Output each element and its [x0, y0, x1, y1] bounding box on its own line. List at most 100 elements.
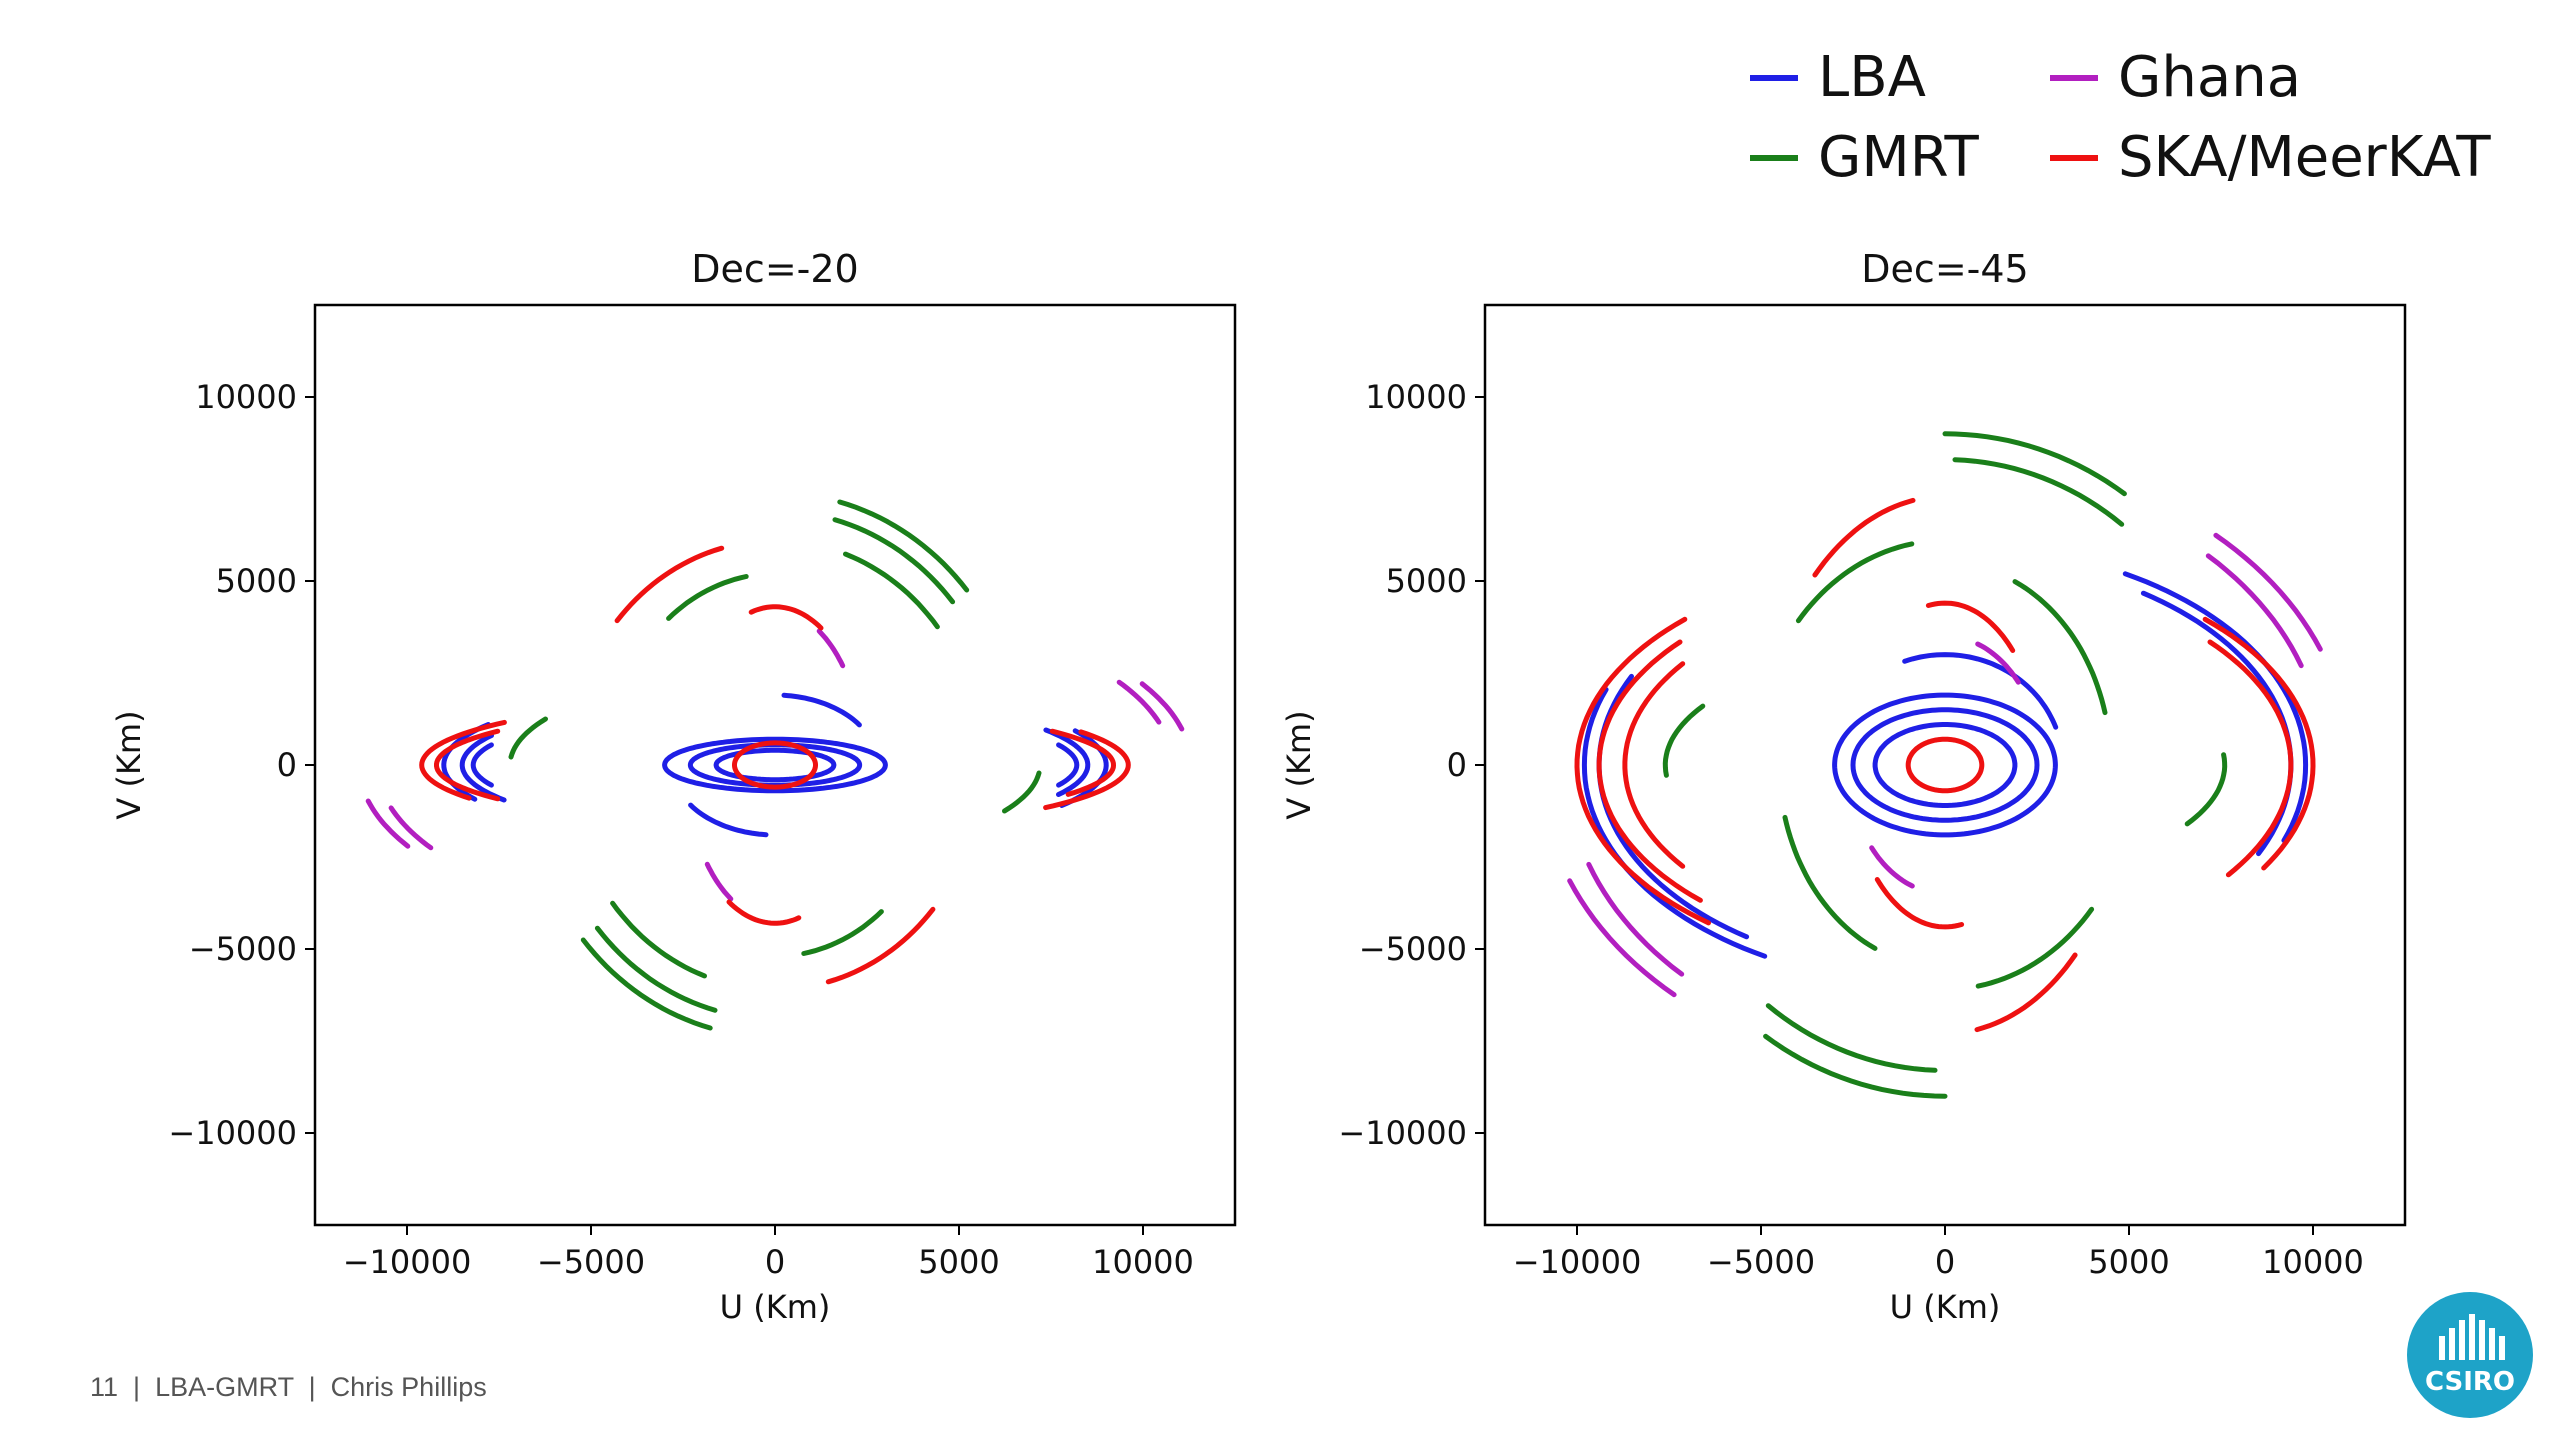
x-tick-label: 5000 — [2088, 1243, 2169, 1281]
plot-title: Dec=-20 — [691, 247, 858, 291]
y-tick-label: 0 — [1447, 746, 1467, 784]
uv-track-lba — [688, 802, 769, 838]
uv-track-skameerkat — [2202, 616, 2316, 871]
legend-label-ghana: Ghana — [2118, 45, 2302, 110]
uv-track-lba — [662, 736, 888, 794]
uv-plot-dec-45: Dec=-45 −10000 −5000 0 5000 10000 −10000 −5000 0… — [1280, 247, 2407, 1326]
legend-swatch-ska — [2050, 154, 2098, 161]
uv-track-ghana — [1869, 845, 1915, 889]
uv-track-gmrt — [1662, 703, 1706, 778]
uv-track-gmrt — [843, 551, 940, 630]
x-axis-label: U (Km) — [1890, 1288, 2001, 1326]
uv-track-skameerkat — [1874, 877, 1965, 930]
x-tick-label: 10000 — [2262, 1243, 2364, 1281]
uv-track-gmrt — [1942, 431, 2127, 497]
uv-track-ghana — [1139, 681, 1185, 732]
y-axis-label: V (Km) — [1280, 710, 1318, 819]
uv-track-skameerkat — [419, 719, 507, 801]
legend-swatch-gmrt — [1750, 154, 1798, 161]
x-tick-label: −5000 — [537, 1243, 645, 1281]
uv-track-skameerkat — [1974, 952, 2078, 1033]
uv-track-ghana — [1586, 861, 1685, 977]
uv-track-gmrt — [508, 716, 548, 760]
x-tick-label: 5000 — [918, 1243, 999, 1281]
uv-track-skameerkat — [434, 728, 501, 802]
y-tick-label: 10000 — [195, 378, 297, 416]
y-tick-label: −10000 — [1338, 1114, 1467, 1152]
uv-track-lba — [1596, 673, 1750, 940]
legend: LBA GMRT Ghana SKA/MeerKAT — [1750, 45, 2530, 195]
uv-track-ghana — [388, 805, 434, 851]
legend-item-ghana: Ghana — [2050, 45, 2301, 110]
tracks — [1567, 431, 2323, 1099]
uv-track-gmrt — [1975, 906, 2095, 989]
legend-item-lba: LBA — [1750, 45, 1926, 110]
uv-track-gmrt — [2184, 752, 2228, 827]
uv-track-gmrt — [610, 900, 707, 979]
csiro-logo-text: CSIRO — [2425, 1367, 2515, 1397]
uv-track-gmrt — [1952, 457, 2125, 527]
uv-track-skameerkat — [825, 906, 936, 985]
plot-title: Dec=-45 — [1861, 247, 2028, 291]
uv-track-skameerkat — [726, 899, 802, 926]
uv-track-lba — [470, 742, 494, 788]
uv-track-ghana — [1975, 641, 2021, 685]
uv-track-gmrt — [666, 574, 749, 621]
uv-track-skameerkat — [1574, 616, 1711, 926]
uv-track-gmrt — [832, 517, 956, 605]
y-tick-label: −5000 — [1359, 930, 1467, 968]
csiro-logo: CSIRO — [2407, 1292, 2533, 1418]
uv-track-lba — [1902, 652, 2059, 730]
uv-track-ghana — [704, 861, 734, 902]
uv-track-skameerkat — [732, 740, 818, 790]
uv-track-lba — [1872, 722, 2018, 808]
legend-label-ska: SKA/MeerKAT — [2118, 125, 2491, 190]
uv-track-lba — [2140, 590, 2294, 857]
uv-plot-dec-20: Dec=-20 −10000 −5000 0 5000 10000 −10000 −5000 0… — [110, 247, 1237, 1326]
uv-track-gmrt — [1782, 814, 1878, 951]
footer: 11 | LBA-GMRT | Chris Phillips — [90, 1372, 487, 1403]
uv-track-gmrt — [1763, 1033, 1948, 1099]
legend-swatch-ghana — [2050, 74, 2098, 81]
legend-label-lba: LBA — [1818, 45, 1926, 110]
presentation-title: LBA-GMRT — [155, 1372, 294, 1402]
y-tick-label: 0 — [277, 746, 297, 784]
uv-track-gmrt — [594, 925, 718, 1013]
uv-track-ghana — [816, 628, 846, 669]
legend-label-gmrt: GMRT — [1818, 125, 1979, 190]
uv-track-lba — [687, 742, 863, 788]
uv-track-gmrt — [2012, 579, 2108, 716]
uv-track-skameerkat — [1925, 600, 2016, 653]
x-tick-label: −10000 — [343, 1243, 472, 1281]
legend-item-gmrt: GMRT — [1750, 125, 1979, 190]
page-number: 11 — [90, 1372, 119, 1402]
x-axis-label: U (Km) — [720, 1288, 831, 1326]
uv-track-skameerkat — [2207, 639, 2294, 878]
tracks — [365, 499, 1185, 1031]
uv-track-skameerkat — [1812, 497, 1916, 578]
uv-track-gmrt — [1765, 1003, 1938, 1073]
uv-track-ghana — [1116, 679, 1162, 725]
uv-track-gmrt — [837, 499, 970, 593]
uv-track-skameerkat — [1905, 736, 1985, 794]
legend-swatch-lba — [1750, 74, 1798, 81]
uv-track-lba — [1056, 742, 1080, 788]
uv-track-lba — [1850, 707, 2040, 823]
uv-track-ghana — [2213, 532, 2323, 652]
legend-item-ska: SKA/MeerKAT — [2050, 125, 2491, 190]
uv-track-skameerkat — [748, 604, 824, 631]
x-tick-label: −5000 — [1707, 1243, 1815, 1281]
uv-track-lba — [1832, 692, 2058, 838]
x-tick-label: 0 — [1935, 1243, 1955, 1281]
footer-separator-2: | — [308, 1372, 316, 1402]
y-tick-label: 5000 — [216, 562, 297, 600]
uv-track-gmrt — [801, 909, 884, 956]
uv-track-skameerkat — [1043, 729, 1131, 811]
uv-track-ghana — [2205, 553, 2304, 669]
x-tick-label: 10000 — [1092, 1243, 1194, 1281]
y-axis-label: V (Km) — [110, 710, 148, 819]
y-tick-label: 10000 — [1365, 378, 1467, 416]
uv-track-skameerkat — [614, 545, 725, 624]
y-tick-label: 5000 — [1386, 562, 1467, 600]
footer-separator-1: | — [133, 1372, 141, 1402]
